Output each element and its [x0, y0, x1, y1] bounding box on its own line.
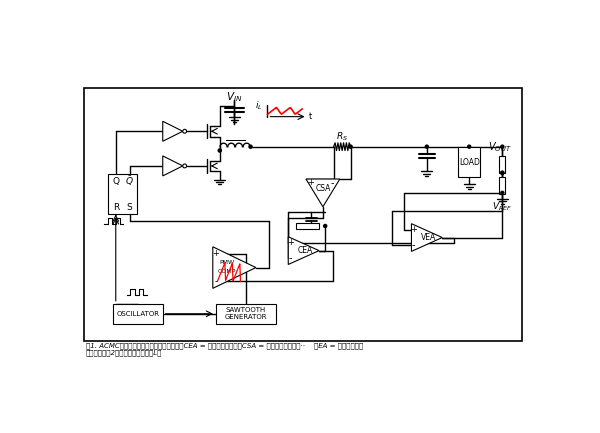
Text: CSA: CSA — [315, 184, 331, 193]
Bar — [296, 223, 319, 229]
Circle shape — [218, 149, 221, 152]
Text: $V_{OUT}$: $V_{OUT}$ — [488, 140, 512, 154]
Text: -: - — [214, 276, 218, 286]
Text: R: R — [113, 203, 119, 212]
Bar — [216, 304, 276, 324]
Circle shape — [425, 145, 428, 148]
Text: +: + — [212, 249, 220, 258]
Text: t: t — [309, 112, 312, 121]
Text: 图1. ACMC降压转换器的功能框图。框图中，CEA = 电流误差放大器，CSA = 电流检测放大器，··    ，EA = 电压误差放大: 图1. ACMC降压转换器的功能框图。框图中，CEA = 电流误差放大器，CSA… — [86, 342, 363, 349]
Text: -: - — [289, 253, 292, 263]
Polygon shape — [412, 224, 442, 252]
Text: PMW: PMW — [219, 260, 234, 265]
Text: OSCILLATOR: OSCILLATOR — [116, 311, 160, 317]
Text: SAWTOOTH
GENERATOR: SAWTOOTH GENERATOR — [224, 307, 267, 320]
Text: $R_S$: $R_S$ — [336, 130, 348, 143]
Circle shape — [249, 145, 252, 148]
Text: S: S — [127, 203, 133, 212]
Circle shape — [183, 164, 187, 168]
Circle shape — [183, 129, 187, 133]
Text: +: + — [287, 239, 294, 247]
Text: -: - — [412, 240, 416, 250]
Text: CEA: CEA — [298, 246, 313, 255]
Bar — [499, 156, 505, 173]
Text: $V_{REF}$: $V_{REF}$ — [492, 200, 512, 213]
Circle shape — [501, 171, 504, 174]
Text: Q: Q — [112, 177, 119, 186]
Polygon shape — [163, 121, 183, 141]
Circle shape — [323, 224, 327, 227]
Text: VEA: VEA — [421, 233, 436, 242]
Text: +: + — [410, 225, 417, 234]
Text: $\bar{Q}$: $\bar{Q}$ — [125, 174, 134, 188]
Polygon shape — [306, 179, 340, 207]
Polygon shape — [163, 156, 183, 176]
Circle shape — [349, 145, 352, 148]
Text: 器。下文和图2讨论了电感电流信号L。: 器。下文和图2讨论了电感电流信号L。 — [86, 349, 162, 356]
Text: COMP: COMP — [217, 269, 236, 274]
Bar — [108, 174, 137, 214]
Bar — [458, 148, 480, 177]
Text: +: + — [307, 178, 314, 187]
Text: $V_{IN}$: $V_{IN}$ — [226, 90, 242, 103]
Circle shape — [467, 145, 471, 148]
Bar — [499, 178, 505, 194]
Text: $\overline{\ \ \ \ \ \ }$: $\overline{\ \ \ \ \ \ }$ — [224, 134, 245, 144]
Circle shape — [501, 191, 504, 194]
Bar — [84, 88, 521, 341]
Circle shape — [501, 145, 504, 148]
Text: LOAD: LOAD — [459, 158, 479, 167]
Bar — [113, 304, 163, 324]
Polygon shape — [288, 237, 319, 265]
Text: $i_L$: $i_L$ — [255, 100, 263, 112]
Text: -: - — [331, 178, 334, 188]
Polygon shape — [213, 247, 256, 288]
Circle shape — [501, 171, 504, 174]
